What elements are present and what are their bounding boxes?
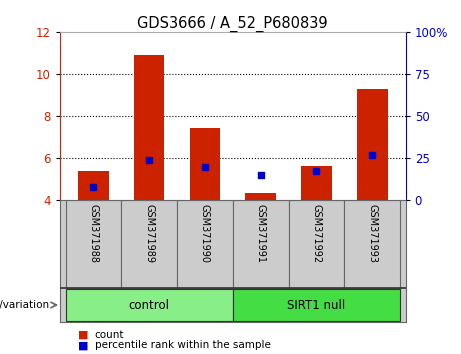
Bar — [245, 193, 276, 200]
Bar — [233, 289, 400, 321]
Bar — [289, 200, 344, 288]
Bar — [233, 200, 289, 288]
Point — [368, 152, 376, 158]
Point — [257, 172, 264, 178]
Text: ■: ■ — [78, 330, 89, 339]
Text: genotype/variation: genotype/variation — [0, 300, 50, 310]
Point — [313, 168, 320, 173]
Bar — [357, 88, 388, 200]
Text: SIRT1 null: SIRT1 null — [287, 298, 346, 312]
Text: percentile rank within the sample: percentile rank within the sample — [95, 340, 271, 350]
Bar — [177, 200, 233, 288]
Bar — [344, 200, 400, 288]
Bar — [65, 289, 233, 321]
Bar — [301, 166, 332, 200]
Title: GDS3666 / A_52_P680839: GDS3666 / A_52_P680839 — [137, 16, 328, 32]
Text: GSM371992: GSM371992 — [312, 204, 321, 263]
Bar — [65, 200, 121, 288]
Point — [201, 165, 209, 170]
Text: ■: ■ — [78, 340, 89, 350]
Bar — [189, 129, 220, 200]
Point — [146, 157, 153, 163]
Text: count: count — [95, 330, 124, 339]
Text: GSM371993: GSM371993 — [367, 204, 377, 263]
Text: GSM371990: GSM371990 — [200, 204, 210, 263]
Bar — [78, 171, 109, 200]
Bar — [134, 55, 165, 200]
Text: GSM371989: GSM371989 — [144, 204, 154, 263]
Text: control: control — [129, 298, 170, 312]
Point — [90, 184, 97, 190]
Text: GSM371988: GSM371988 — [89, 204, 98, 263]
Text: GSM371991: GSM371991 — [256, 204, 266, 263]
Bar — [121, 200, 177, 288]
